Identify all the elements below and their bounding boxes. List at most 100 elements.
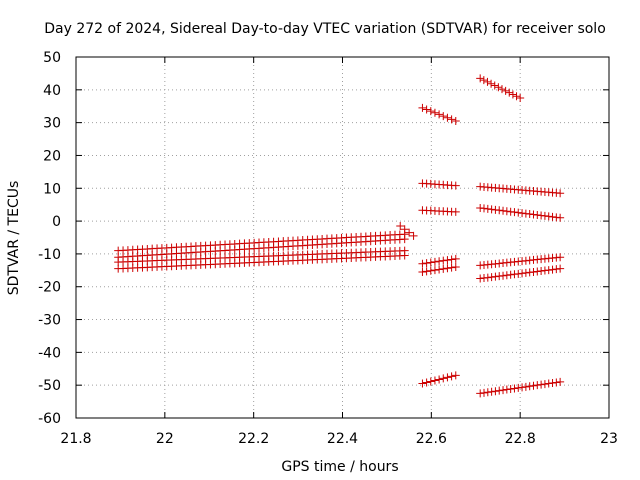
series-sat-p xyxy=(476,264,565,283)
data-point xyxy=(479,76,488,85)
data-point xyxy=(508,90,517,99)
data-point xyxy=(512,92,521,101)
series-sat-c xyxy=(114,246,409,267)
data-point xyxy=(556,253,565,262)
series-sat-l xyxy=(476,74,525,103)
series-sat-i xyxy=(418,254,460,268)
data-point xyxy=(483,388,492,397)
data-point xyxy=(506,385,515,394)
data-point xyxy=(497,85,506,94)
data-point xyxy=(451,116,460,125)
data-point xyxy=(518,383,527,392)
data-point xyxy=(430,108,439,117)
x-tick-label: 22.2 xyxy=(238,431,269,447)
data-point xyxy=(451,181,460,190)
grid-layer xyxy=(76,57,609,418)
y-tick-label: 40 xyxy=(43,83,61,99)
data-point xyxy=(435,265,444,274)
data-point xyxy=(422,105,431,114)
data-point xyxy=(443,256,452,265)
series-sat-q xyxy=(476,377,565,398)
data-point xyxy=(514,383,523,392)
data-point xyxy=(494,83,503,92)
series-sat-m xyxy=(476,182,565,198)
data-point xyxy=(418,259,427,268)
data-point xyxy=(505,88,514,97)
y-tick-label: 50 xyxy=(43,50,61,66)
data-point xyxy=(510,384,519,393)
data-point xyxy=(556,189,565,198)
data-point xyxy=(556,213,565,222)
data-point xyxy=(447,115,456,124)
data-point xyxy=(430,257,439,266)
y-tick-label: 0 xyxy=(52,214,61,230)
data-point xyxy=(422,267,431,276)
data-point xyxy=(400,251,409,260)
series-sat-j xyxy=(418,263,460,276)
data-point xyxy=(439,264,448,273)
data-point xyxy=(418,103,427,112)
data-point xyxy=(548,378,557,387)
data-point xyxy=(396,222,405,231)
y-tick-label: 20 xyxy=(43,148,61,164)
data-point xyxy=(525,382,534,391)
data-point xyxy=(447,372,456,381)
y-tick-label: -20 xyxy=(38,280,61,296)
data-point xyxy=(502,385,511,394)
data-point xyxy=(443,264,452,273)
series-sat-o xyxy=(476,253,565,270)
series-sat-d xyxy=(114,251,409,273)
series-sat-e xyxy=(396,222,418,240)
data-point xyxy=(516,94,525,103)
x-tick-label: 22.4 xyxy=(327,431,358,447)
y-tick-label: -60 xyxy=(38,411,61,427)
data-point xyxy=(443,113,452,122)
plot-frame xyxy=(75,56,610,419)
data-point xyxy=(426,266,435,275)
data-point xyxy=(400,235,409,244)
y-tick-label: 30 xyxy=(43,116,61,132)
data-point xyxy=(422,378,431,387)
data-point xyxy=(476,74,485,83)
series-sat-g xyxy=(418,179,460,190)
x-tick-label: 22.6 xyxy=(416,431,447,447)
data-point xyxy=(451,207,460,216)
data-point xyxy=(552,378,561,387)
data-point xyxy=(451,263,460,272)
data-point xyxy=(499,386,508,395)
data-point xyxy=(556,377,565,386)
series-sat-a xyxy=(114,230,409,255)
y-tick-label: -10 xyxy=(38,247,61,263)
data-point xyxy=(443,373,452,382)
mark-layer xyxy=(114,74,565,398)
y-tick-label: 10 xyxy=(43,181,61,197)
x-axis-title: GPS time / hours xyxy=(281,459,398,475)
data-point xyxy=(439,112,448,121)
data-point xyxy=(451,371,460,380)
data-point xyxy=(491,387,500,396)
y-tick-label: -30 xyxy=(38,313,61,329)
data-point xyxy=(490,81,499,90)
data-point xyxy=(435,375,444,384)
data-point xyxy=(487,387,496,396)
data-point xyxy=(447,263,456,272)
data-point xyxy=(418,267,427,276)
series-sat-k xyxy=(418,371,460,388)
data-point xyxy=(495,386,504,395)
y-tick-label: -50 xyxy=(38,378,61,394)
data-point xyxy=(487,79,496,88)
data-point xyxy=(439,374,448,383)
x-tick-label: 23 xyxy=(600,431,618,447)
data-point xyxy=(556,264,565,273)
data-point xyxy=(422,259,431,268)
data-point xyxy=(405,228,414,237)
data-point xyxy=(447,255,456,264)
data-point xyxy=(435,257,444,266)
data-point xyxy=(435,110,444,119)
data-point xyxy=(426,258,435,267)
data-point xyxy=(418,379,427,388)
data-point xyxy=(426,377,435,386)
series-sat-h xyxy=(418,206,460,216)
